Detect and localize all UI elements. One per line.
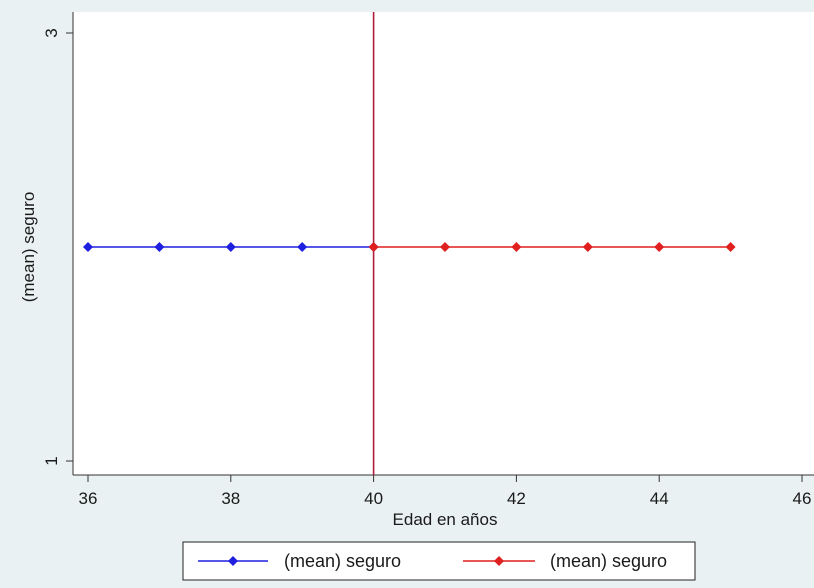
data-point-series-1 xyxy=(83,242,93,252)
y-axis-title: (mean) seguro xyxy=(19,192,38,303)
legend: (mean) seguro (mean) seguro xyxy=(182,541,696,581)
data-point-series-2 xyxy=(582,242,593,252)
data-point-series-1 xyxy=(297,242,308,252)
legend-marker-1 xyxy=(228,556,238,566)
y-tick-label: 1 xyxy=(42,456,61,465)
chart-marks: 1 3 36 38 40 42 44 46 xyxy=(42,12,814,508)
data-point-series-1 xyxy=(225,242,236,252)
legend-marker-2 xyxy=(494,556,504,566)
data-point-series-2 xyxy=(368,242,379,252)
x-axis-title: Edad en años xyxy=(393,510,498,529)
legend-label-1: (mean) seguro xyxy=(284,551,401,571)
x-tick-label: 46 xyxy=(793,489,812,508)
x-tick-label: 44 xyxy=(650,489,669,508)
x-tick-label: 40 xyxy=(364,489,383,508)
data-point-series-2 xyxy=(725,242,736,252)
y-tick-label: 3 xyxy=(42,28,61,37)
data-point-series-2 xyxy=(654,242,665,252)
x-tick-label: 36 xyxy=(79,489,98,508)
data-point-series-1 xyxy=(154,242,165,252)
data-point-series-2 xyxy=(440,242,450,252)
x-tick-label: 42 xyxy=(507,489,526,508)
legend-label-2: (mean) seguro xyxy=(550,551,667,571)
x-tick-label: 38 xyxy=(221,489,240,508)
legend-box xyxy=(182,541,696,581)
data-point-series-2 xyxy=(511,242,522,252)
